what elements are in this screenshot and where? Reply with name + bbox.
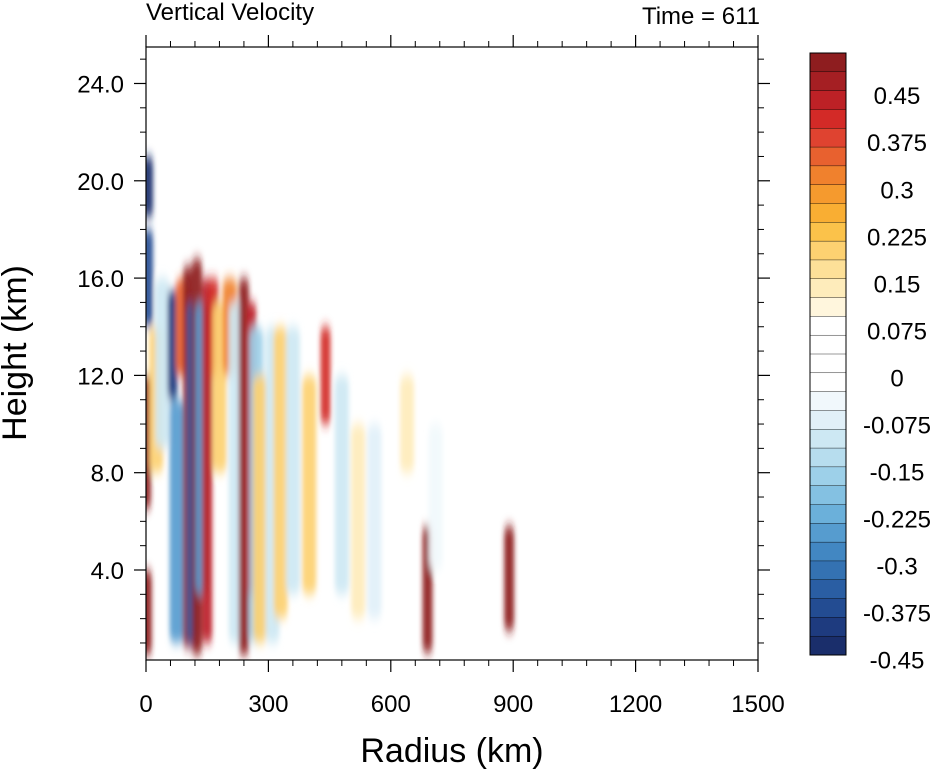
colorbar-label: 0.15 — [874, 271, 921, 298]
colorbar-swatch — [809, 203, 847, 223]
colorbar-swatch — [809, 71, 847, 92]
colorbar-label: 0.45 — [874, 83, 921, 110]
colorbar-label: -0.375 — [863, 601, 931, 628]
colorbar-swatch — [809, 598, 847, 618]
x-axis-label: Radius (km) — [360, 732, 543, 770]
colorbar-swatch — [809, 372, 847, 393]
velocity-band — [504, 526, 515, 631]
time-label: Time = 611 — [642, 3, 760, 30]
colorbar-swatch — [809, 635, 847, 656]
velocity-band — [334, 375, 349, 595]
colorbar-label: -0.15 — [870, 459, 925, 486]
velocity-band — [167, 290, 178, 400]
colorbar-swatch — [809, 579, 847, 600]
velocity-band — [273, 326, 288, 619]
colorbar-swatch — [809, 447, 847, 468]
colorbar-swatch — [809, 109, 847, 129]
x-tick-labels: 0 300 600 900 1200 1500 — [139, 691, 784, 718]
y-tick-labels: 4.0 8.0 12.0 16.0 20.0 24.0 — [77, 71, 124, 585]
velocity-band — [351, 424, 366, 619]
y-tick-label: 4.0 — [91, 558, 124, 585]
colorbar-swatch — [809, 278, 847, 299]
colorbar-swatch — [809, 485, 847, 505]
x-tick-label: 1500 — [731, 691, 784, 718]
colorbar-swatch — [809, 52, 847, 73]
colorbar-swatch — [809, 259, 847, 280]
y-tick-label: 24.0 — [77, 71, 124, 98]
colorbar-swatch — [809, 429, 847, 449]
colorbar-swatch — [809, 560, 847, 581]
colorbar-swatch — [809, 316, 847, 336]
y-tick-label: 16.0 — [77, 266, 124, 293]
velocity-band — [155, 278, 170, 449]
colorbar — [809, 52, 847, 656]
velocity-band — [169, 399, 184, 643]
velocity-band — [367, 424, 382, 619]
colorbar-swatch — [809, 297, 847, 317]
x-tick-label: 1200 — [609, 691, 662, 718]
colorbar-label: 0.3 — [880, 177, 913, 204]
colorbar-frame — [809, 52, 847, 656]
velocity-band — [320, 326, 331, 425]
colorbar-swatch — [809, 334, 847, 355]
colorbar-swatch — [809, 353, 847, 374]
colorbar-swatch — [809, 466, 847, 487]
velocity-band — [428, 424, 443, 570]
colorbar-swatch — [809, 541, 847, 562]
velocity-band — [253, 375, 268, 643]
colorbar-swatch — [809, 504, 847, 524]
colorbar-swatch — [809, 240, 847, 261]
axis-ticks — [134, 35, 770, 672]
velocity-band — [400, 375, 415, 473]
colorbar-label: 0.375 — [867, 130, 927, 157]
y-axis-label: Height (km) — [0, 265, 34, 441]
y-tick-label: 20.0 — [77, 169, 124, 196]
colorbar-swatch — [809, 184, 847, 204]
colorbar-label: -0.225 — [863, 506, 931, 533]
x-tick-label: 900 — [493, 691, 533, 718]
velocity-band — [302, 375, 317, 595]
colorbar-label: -0.45 — [870, 648, 925, 675]
colorbar-swatch — [809, 222, 847, 242]
colorbar-label: 0.225 — [867, 224, 927, 251]
colorbar-label: -0.075 — [863, 412, 931, 439]
velocity-band — [285, 326, 300, 595]
x-tick-label: 600 — [371, 691, 411, 718]
colorbar-swatch — [809, 410, 847, 430]
velocity-field — [146, 156, 515, 656]
colorbar-swatch — [809, 165, 847, 186]
x-tick-label: 0 — [139, 691, 152, 718]
colorbar-swatch — [809, 391, 847, 411]
velocity-band — [146, 156, 154, 218]
chart-title: Vertical Velocity — [146, 0, 314, 26]
colorbar-label: 0 — [890, 365, 903, 392]
x-tick-label: 300 — [248, 691, 288, 718]
y-tick-label: 8.0 — [91, 461, 124, 488]
colorbar-swatch — [809, 90, 847, 110]
y-tick-label: 12.0 — [77, 363, 124, 390]
colorbar-label: -0.3 — [876, 554, 917, 581]
velocity-band — [146, 229, 154, 327]
colorbar-swatch — [809, 146, 847, 167]
plot-frame — [145, 46, 759, 661]
colorbar-swatch — [809, 617, 847, 637]
colorbar-swatch — [809, 128, 847, 148]
colorbar-labels: 0.45 0.375 0.3 0.225 0.15 0.075 0 -0.075 -0.15 -0… — [863, 83, 931, 674]
colorbar-label: 0.075 — [867, 318, 927, 345]
colorbar-swatch — [809, 523, 847, 543]
velocity-band — [146, 569, 152, 656]
